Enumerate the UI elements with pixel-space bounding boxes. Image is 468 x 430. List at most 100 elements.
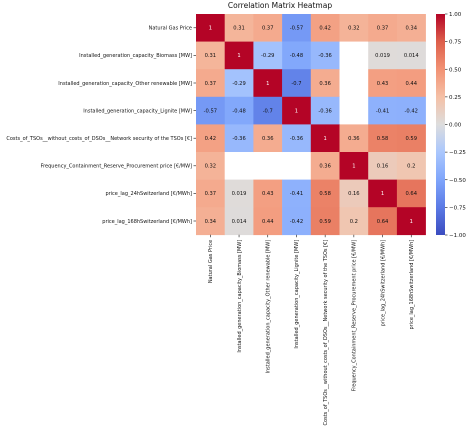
heatmap-cell (196, 207, 225, 236)
heatmap-cell (368, 207, 398, 236)
heatmap-cell-label: 0.43 (377, 81, 389, 87)
chart-title: Correlation Matrix Heatmap (228, 1, 332, 10)
heatmap-cell-empty (339, 41, 369, 70)
heatmap-cell-label: 0.58 (377, 136, 389, 142)
heatmap-cell (282, 69, 312, 98)
heatmap-cell-label: -0.57 (204, 108, 217, 114)
heatmap-cell (368, 152, 398, 180)
heatmap-cell-label: 0.36 (262, 136, 274, 142)
heatmap-cell-label: 0.43 (262, 191, 274, 197)
heatmap-cell (224, 179, 254, 208)
heatmap-cell (396, 124, 426, 153)
heatmap-cell (282, 207, 312, 236)
heatmap-cell-label: -0.36 (290, 136, 303, 142)
heatmap-cell (253, 207, 283, 236)
heatmap-cell (396, 41, 426, 70)
heatmap-cell (253, 41, 283, 70)
colorbar-tick-label: 0.50 (449, 67, 462, 73)
heatmap-cell (339, 14, 369, 42)
heatmap-cell-label: -0.42 (405, 108, 418, 114)
heatmap-cell (310, 179, 340, 208)
heatmap-cell-label: 1 (323, 136, 326, 142)
column-label: price_lag_168hSwitzerland [€/MWh] (409, 240, 415, 330)
colorbar-tick-label: 1.00 (449, 12, 462, 18)
colorbar-tick-label: −0.50 (449, 178, 466, 184)
heatmap-cell (282, 14, 312, 42)
heatmap-cell (339, 179, 369, 208)
heatmap-cell (224, 41, 254, 70)
heatmap-cell (396, 96, 426, 125)
heatmap-cell (282, 179, 312, 208)
heatmap-cell-label: 1 (410, 219, 413, 225)
heatmap-cell-label: -0.36 (318, 53, 331, 59)
heatmap-cell (310, 69, 340, 98)
heatmap-cell (396, 179, 426, 208)
column-label: Installed_generation_capacity_Other rene… (266, 240, 272, 374)
heatmap-cell-label: 1 (209, 26, 212, 32)
heatmap-cell-empty (282, 152, 311, 180)
colorbar-tick-label: 0.75 (449, 40, 462, 46)
heatmap-cell-label: 0.019 (375, 53, 390, 59)
heatmap-cell (310, 96, 340, 125)
heatmap-cell-label: 0.37 (205, 81, 217, 87)
row-label: Costs_of_TSOs__without_costs_of_DSOs__Ne… (6, 136, 192, 142)
heatmap-cell (339, 207, 369, 236)
heatmap-cell-label: 0.2 (407, 164, 415, 170)
heatmap-cell (224, 124, 254, 153)
heatmap-cell (196, 152, 225, 180)
heatmap-cell (253, 179, 283, 208)
heatmap-cell-label: 0.014 (232, 219, 248, 225)
heatmap-cell (224, 69, 254, 98)
colorbar-tick-label: −0.75 (449, 205, 466, 211)
heatmap-cell (368, 69, 398, 98)
heatmap-cell-label: 0.16 (377, 164, 389, 170)
heatmap-cell (196, 179, 225, 208)
heatmap-cell-label: 0.31 (205, 53, 217, 59)
heatmap-cell-label: -0.41 (290, 191, 303, 197)
row-label: price_lag_24hSwitzerland [€/MWh] (105, 191, 192, 197)
heatmap-cell (368, 179, 398, 208)
heatmap-cell (396, 14, 426, 42)
heatmap-cell (310, 152, 340, 180)
row-labels: Natural Gas Price Installed_generation_ca… (6, 26, 196, 225)
heatmap-cell (253, 14, 283, 42)
heatmap-cell (196, 69, 225, 98)
heatmap-cell-label: 0.36 (319, 81, 331, 87)
heatmap-cell (196, 14, 225, 42)
heatmap-cell-label: 0.44 (405, 81, 417, 87)
heatmap-cell (253, 124, 283, 153)
heatmap-cell (396, 69, 426, 98)
heatmap-cell-label: -0.48 (290, 53, 303, 59)
heatmap-cell (310, 14, 340, 42)
heatmap-cell (339, 152, 369, 180)
heatmap-cell (224, 207, 254, 236)
heatmap-cell-label: 0.37 (205, 191, 217, 197)
heatmap-cell (368, 41, 398, 70)
heatmap-cell-label: 0.31 (233, 26, 245, 32)
heatmap-cell (282, 124, 312, 153)
heatmap-cell-label: -0.42 (290, 219, 303, 225)
heatmap-cell-label: -0.48 (232, 108, 245, 114)
heatmap-cell-label: 0.34 (405, 26, 417, 32)
heatmap-cell (282, 96, 312, 125)
heatmap-cell-label: 0.64 (405, 191, 417, 197)
row-label: price_lag_168hSwitzerland [€/MWh] (102, 219, 192, 225)
heatmap-cell-label: 0.58 (319, 191, 331, 197)
heatmap-cell-label: 0.42 (205, 136, 217, 142)
heatmap-cell-label: -0.29 (261, 53, 274, 59)
colorbar-tick-label: −1.00 (449, 233, 466, 239)
heatmap-cell-label: -0.57 (290, 26, 303, 32)
colorbar-tick-label: −0.25 (449, 150, 466, 156)
heatmap-cell-label: 0.019 (232, 191, 247, 197)
heatmap-cell-empty (224, 152, 254, 180)
heatmap-cell (396, 207, 426, 236)
heatmap-cell-label: 0.32 (348, 26, 360, 32)
heatmap-cell-label: 1 (352, 164, 355, 170)
heatmap-cell-label: 0.59 (319, 219, 331, 225)
row-label: Installed_generation_capacity_Biomass [M… (79, 53, 192, 59)
colorbar-ticks: 1.00 0.75 0.50 0.25 0.00 −0.25 −0.50 −0.75 −1.00 (445, 12, 466, 239)
column-label: Installed_generation_capacity_Biomass [M… (237, 240, 243, 353)
heatmap-cell-label: 0.42 (319, 26, 331, 32)
heatmap-cell-label: 0.32 (205, 164, 217, 170)
